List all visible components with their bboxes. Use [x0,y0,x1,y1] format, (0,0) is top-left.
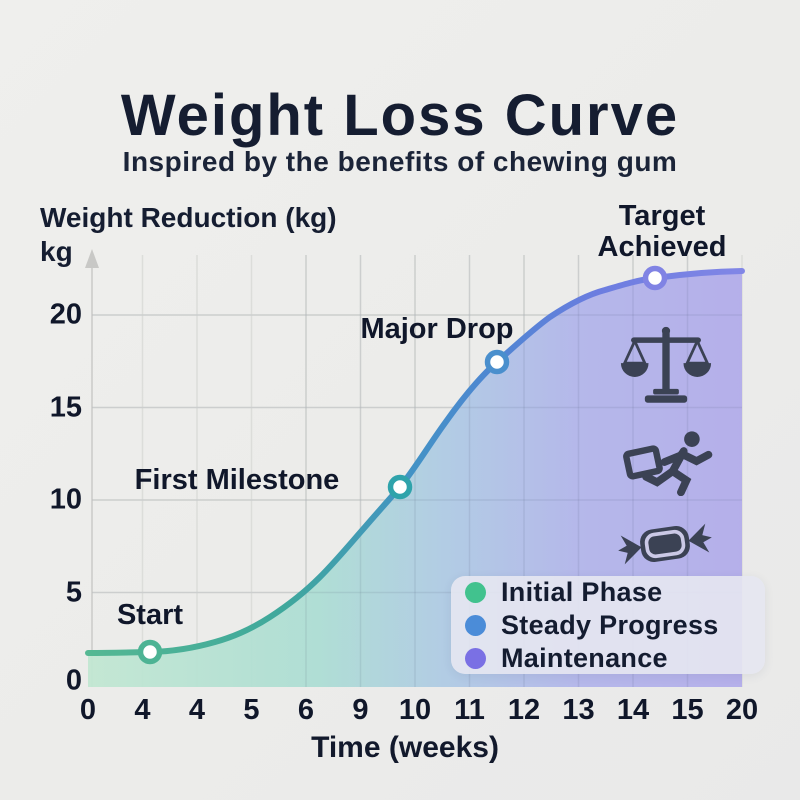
x-tick-label: 13 [562,694,595,726]
legend-item: Maintenance [465,643,765,673]
y-axis-line [85,249,99,687]
x-tick-label: 15 [671,694,704,726]
x-tick-label: 9 [352,694,369,726]
x-tick-label: 0 [79,694,97,726]
x-tick-label: 4 [134,694,151,726]
y-axis-title: Weight Reduction (kg) [40,202,337,233]
x-tick-label: 14 [616,694,650,726]
legend-label: Steady Progress [501,609,719,640]
y-axis-arrow-icon [85,249,99,268]
legend-dot-icon [465,647,486,669]
annotation-major-drop: Major Drop [360,313,514,345]
y-axis-unit: kg [40,236,73,267]
x-tick-label: 11 [454,694,485,726]
x-axis-title: Time (weeks) [311,731,499,764]
x-tick-label: 20 [725,694,759,726]
balance-scale-icon [620,326,712,403]
x-tick-label: 12 [507,694,541,726]
y-tick-label: 5 [65,576,82,609]
legend-dot-icon [465,614,486,636]
runner-icon [623,431,713,496]
x-tick-label: 4 [188,694,206,726]
chart-legend: Initial Phase Steady Progress Maintenance [451,576,765,674]
legend-label: Initial Phase [501,576,663,607]
page-title: Weight Loss Curve [120,83,680,148]
chewing-gum-icon [618,523,712,565]
annotation-start: Start [116,599,184,631]
marker-target-achieved [642,265,668,291]
legend-item: Steady Progress [465,610,765,640]
marker-start [137,639,163,665]
annotation-first-milestone: First Milestone [134,464,340,496]
x-tick-label: 5 [243,694,260,726]
legend-dot-icon [465,581,486,603]
y-tick-label: 0 [65,664,82,697]
marker-first-milestone [387,474,413,500]
legend-item: Initial Phase [465,577,765,607]
legend-label: Maintenance [501,642,668,673]
x-tick-label: 10 [398,694,432,726]
y-tick-label: 15 [49,391,82,424]
marker-major-drop [484,349,510,375]
y-tick-label: 10 [49,483,82,516]
page-subtitle: Inspired by the benefits of chewing gum [122,146,678,177]
annotation-target-achieved: Target Achieved [597,200,727,263]
x-tick-label: 6 [297,694,315,726]
y-tick-label: 20 [49,298,82,331]
